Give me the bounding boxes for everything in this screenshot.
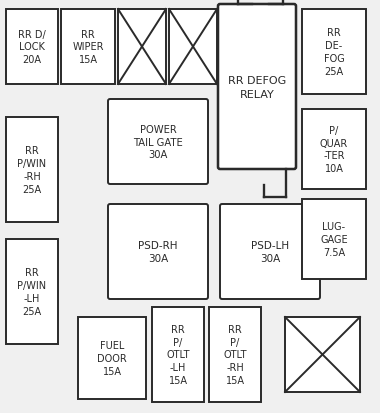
Bar bbox=[169, 10, 217, 85]
Text: PSD-LH
30A: PSD-LH 30A bbox=[251, 240, 289, 263]
Text: RR
DE-
FOG
25A: RR DE- FOG 25A bbox=[324, 28, 344, 76]
Text: RR
P/WIN
-RH
25A: RR P/WIN -RH 25A bbox=[17, 146, 47, 194]
Text: RR
P/WIN
-LH
25A: RR P/WIN -LH 25A bbox=[17, 268, 47, 316]
Bar bbox=[78, 317, 146, 399]
Text: RR
WIPER
15A: RR WIPER 15A bbox=[72, 30, 104, 65]
Bar bbox=[6, 240, 58, 344]
Bar bbox=[61, 10, 115, 85]
Text: RR DEFOG
RELAY: RR DEFOG RELAY bbox=[228, 75, 286, 99]
Text: PSD-RH
30A: PSD-RH 30A bbox=[138, 240, 178, 263]
FancyBboxPatch shape bbox=[220, 204, 320, 299]
Bar bbox=[302, 110, 366, 190]
Text: RR D/
LOCK
20A: RR D/ LOCK 20A bbox=[18, 30, 46, 65]
Text: FUEL
DOOR
15A: FUEL DOOR 15A bbox=[97, 340, 127, 376]
Bar bbox=[302, 199, 366, 279]
Text: RR
P/
OTLT
-LH
15A: RR P/ OTLT -LH 15A bbox=[166, 324, 190, 385]
FancyBboxPatch shape bbox=[108, 100, 208, 185]
FancyBboxPatch shape bbox=[108, 204, 208, 299]
Text: POWER
TAIL GATE
30A: POWER TAIL GATE 30A bbox=[133, 124, 183, 160]
Bar bbox=[118, 10, 166, 85]
FancyBboxPatch shape bbox=[218, 5, 296, 170]
Bar bbox=[302, 10, 366, 95]
Bar bbox=[6, 118, 58, 223]
Text: RR
P/
OTLT
-RH
15A: RR P/ OTLT -RH 15A bbox=[223, 324, 247, 385]
Bar bbox=[209, 307, 261, 402]
Bar bbox=[285, 317, 360, 392]
Bar bbox=[6, 10, 58, 85]
Text: LUG-
GAGE
7.5A: LUG- GAGE 7.5A bbox=[320, 222, 348, 257]
Bar bbox=[152, 307, 204, 402]
Text: P/
QUAR
-TER
10A: P/ QUAR -TER 10A bbox=[320, 126, 348, 174]
